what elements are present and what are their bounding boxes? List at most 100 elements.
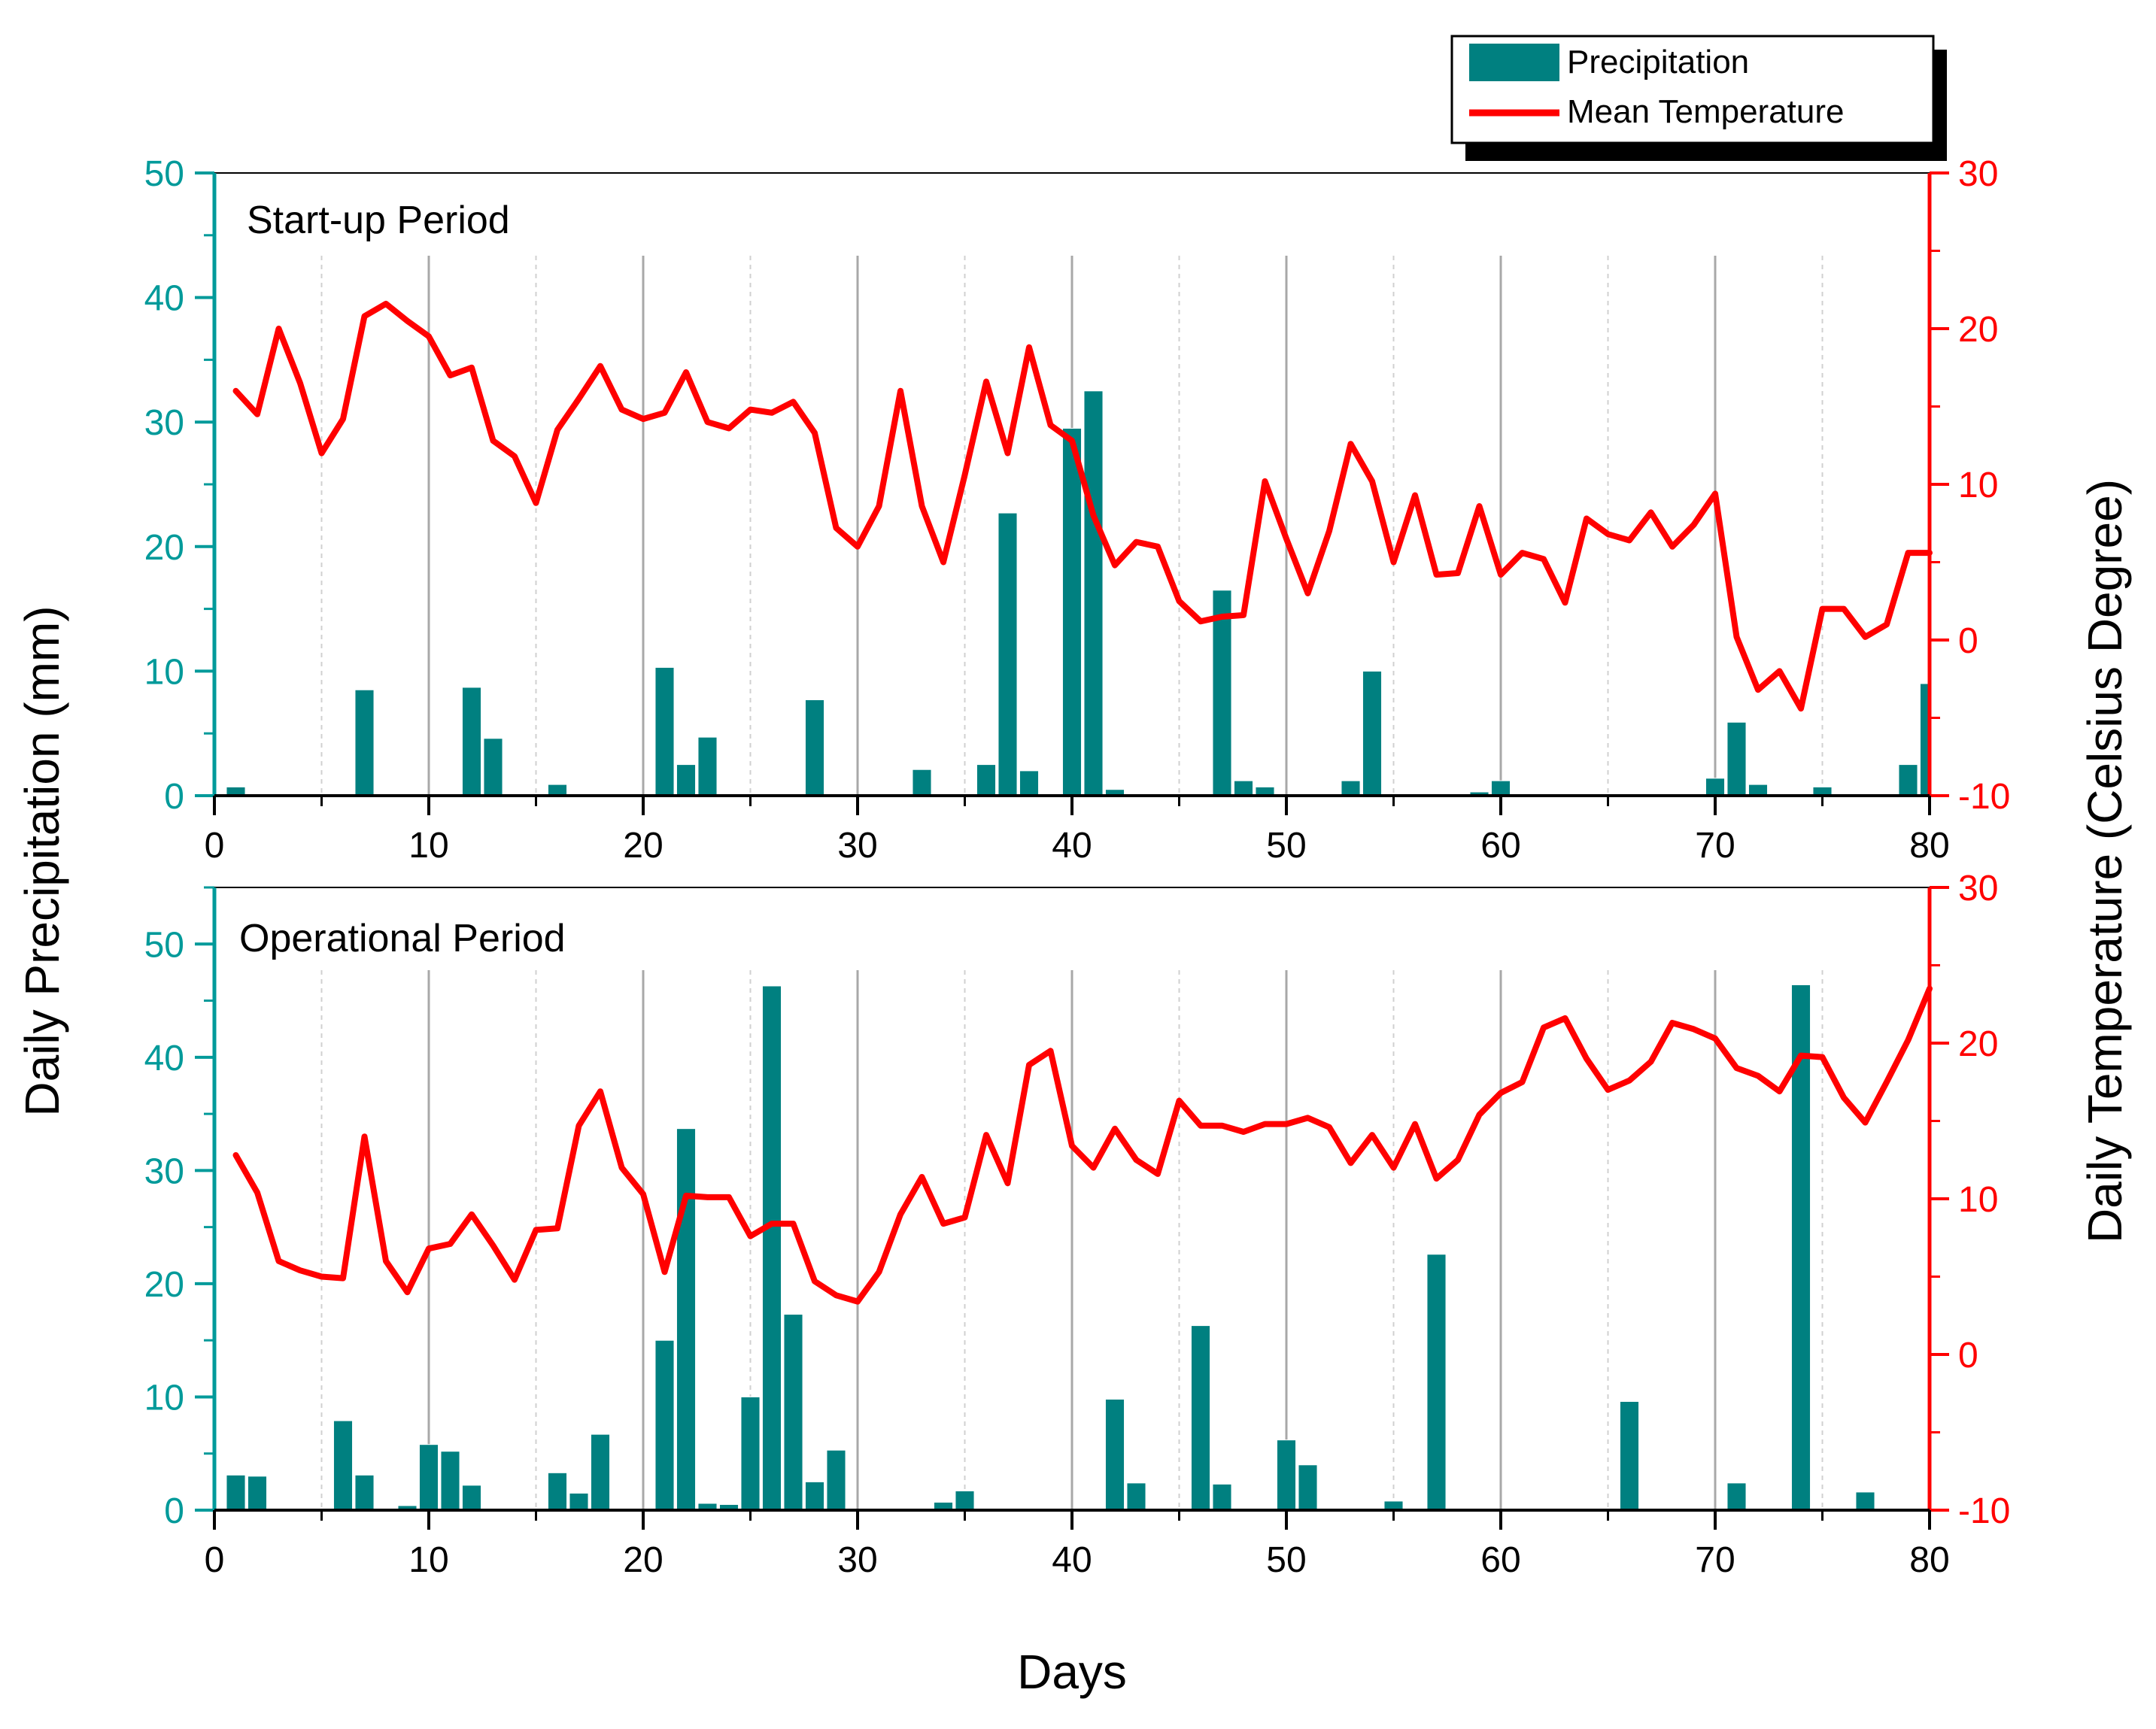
precip-bar bbox=[1855, 1491, 1875, 1511]
x-axis-title: Days bbox=[1017, 1645, 1127, 1699]
y-left-tick-label: 30 bbox=[144, 1151, 184, 1191]
precip-bar bbox=[440, 1451, 460, 1511]
y-left-tick-label: 10 bbox=[144, 652, 184, 692]
top-precip-bars bbox=[226, 390, 1930, 796]
precip-bar bbox=[547, 1472, 568, 1511]
precip-bar bbox=[976, 764, 997, 796]
precip-bar bbox=[654, 666, 675, 796]
precip-bar bbox=[1490, 780, 1511, 796]
y-left-tick-label: 20 bbox=[144, 1265, 184, 1305]
top-temperature-line bbox=[232, 300, 1933, 712]
precip-bar bbox=[461, 1485, 482, 1511]
y-right-tick-label: 10 bbox=[1958, 1180, 1998, 1220]
precip-bar bbox=[998, 512, 1018, 796]
precip-bar bbox=[697, 736, 718, 796]
x-tick-label: 10 bbox=[408, 826, 448, 866]
precip-bar bbox=[1212, 590, 1232, 796]
precip-bar bbox=[247, 1476, 268, 1511]
y-left-axis-title: Daily Precipitation (mm) bbox=[15, 605, 69, 1116]
precip-bar bbox=[1748, 784, 1769, 796]
precip-bar bbox=[354, 689, 375, 796]
precip-bar bbox=[1790, 984, 1811, 1511]
precip-bar bbox=[1298, 1464, 1318, 1511]
x-tick-label: 0 bbox=[205, 1540, 225, 1580]
precip-bar bbox=[1061, 427, 1083, 796]
precip-bar bbox=[676, 764, 697, 796]
precip-bar bbox=[804, 699, 825, 796]
x-tick-label: 50 bbox=[1266, 1540, 1306, 1580]
precip-bar bbox=[955, 1490, 975, 1511]
precip-bar bbox=[418, 1444, 439, 1511]
legend-precip-label: Precipitation bbox=[1567, 44, 1749, 80]
precip-bar bbox=[1898, 764, 1918, 796]
x-tick-label: 50 bbox=[1266, 826, 1306, 866]
y-right-tick-label: -10 bbox=[1958, 1491, 2010, 1531]
precip-bar bbox=[1362, 670, 1383, 796]
x-tick-label: 20 bbox=[623, 826, 663, 866]
bottom-temperature-line bbox=[232, 985, 1933, 1305]
precip-bar bbox=[1190, 1325, 1211, 1511]
y-right-tick-label: 30 bbox=[1958, 869, 1998, 908]
x-tick-label: 70 bbox=[1695, 826, 1735, 866]
precip-bar bbox=[569, 1492, 589, 1511]
precip-bar bbox=[1726, 1482, 1747, 1511]
x-tick-label: 70 bbox=[1695, 1540, 1735, 1580]
y-left-tick-label: 40 bbox=[144, 1039, 184, 1078]
x-tick-label: 40 bbox=[1052, 1540, 1092, 1580]
y-right-tick-label: 0 bbox=[1958, 1336, 1978, 1376]
x-tick-label: 80 bbox=[1909, 826, 1949, 866]
y-left-tick-label: 50 bbox=[144, 925, 184, 965]
bottom-axes: 0 10 20 30 40 50 -10 0 10 20 30 0 10 20 30 40 50 60 70 80 bbox=[144, 869, 2011, 1580]
y-left-tick-label: 0 bbox=[164, 1491, 184, 1531]
y-right-tick-label: 20 bbox=[1958, 1024, 1998, 1064]
y-left-tick-label: 0 bbox=[164, 777, 184, 817]
bottom-grid bbox=[320, 970, 1823, 1510]
precip-bar bbox=[1126, 1482, 1146, 1511]
start-up-panel: 0 10 20 30 40 50 -10 0 10 20 30 0 10 20 30 40 50 60 70 80 S… bbox=[144, 154, 2011, 866]
y-right-tick-label: 10 bbox=[1958, 466, 1998, 505]
precip-bar bbox=[783, 1314, 803, 1511]
precip-bar bbox=[333, 1420, 354, 1511]
precip-bar bbox=[826, 1449, 846, 1511]
precip-bar bbox=[1019, 770, 1040, 796]
precip-bar bbox=[461, 687, 482, 796]
y-right-axis-title: Daily Temperature (Celsius Degree) bbox=[2078, 479, 2132, 1243]
top-axes: 0 10 20 30 40 50 -10 0 10 20 30 0 10 20 30 40 50 60 70 80 bbox=[144, 154, 2011, 866]
y-right-tick-label: 30 bbox=[1958, 154, 1998, 194]
bottom-precip-bars bbox=[226, 984, 1875, 1511]
precip-bar bbox=[547, 784, 568, 796]
y-right-tick-label: -10 bbox=[1958, 777, 2010, 817]
x-tick-label: 30 bbox=[837, 1540, 877, 1580]
precip-bar bbox=[654, 1339, 675, 1511]
precip-bar bbox=[354, 1474, 375, 1511]
legend-precip-swatch bbox=[1469, 44, 1559, 81]
precip-bar bbox=[1426, 1254, 1447, 1511]
precip-bar bbox=[761, 985, 782, 1511]
precip-bar bbox=[912, 769, 932, 796]
precip-bar bbox=[1233, 780, 1254, 796]
x-tick-label: 30 bbox=[837, 826, 877, 866]
y-left-tick-label: 30 bbox=[144, 403, 184, 443]
precip-bar bbox=[1726, 721, 1747, 796]
precip-bar bbox=[590, 1433, 611, 1511]
y-left-tick-label: 40 bbox=[144, 279, 184, 319]
y-left-tick-label: 50 bbox=[144, 154, 184, 194]
legend: Precipitation Mean Temperature bbox=[1450, 35, 1947, 161]
x-tick-label: 60 bbox=[1480, 826, 1520, 866]
y-right-tick-label: 0 bbox=[1958, 621, 1978, 661]
operational-panel: 0 10 20 30 40 50 -10 0 10 20 30 0 10 20 30 40 50 60 70 80 O… bbox=[144, 869, 2011, 1580]
precip-bar bbox=[804, 1481, 825, 1511]
precip-bar bbox=[1104, 1398, 1125, 1511]
x-tick-label: 20 bbox=[623, 1540, 663, 1580]
x-tick-label: 10 bbox=[408, 1540, 448, 1580]
precip-bar bbox=[1705, 778, 1726, 796]
precip-bar bbox=[676, 1128, 697, 1511]
precip-bar bbox=[483, 738, 503, 796]
x-tick-label: 0 bbox=[205, 826, 225, 866]
x-tick-label: 80 bbox=[1909, 1540, 1949, 1580]
precip-bar bbox=[1083, 390, 1104, 796]
precip-bar bbox=[740, 1396, 761, 1511]
precip-bar bbox=[1619, 1400, 1640, 1511]
precip-bar bbox=[1341, 780, 1361, 796]
